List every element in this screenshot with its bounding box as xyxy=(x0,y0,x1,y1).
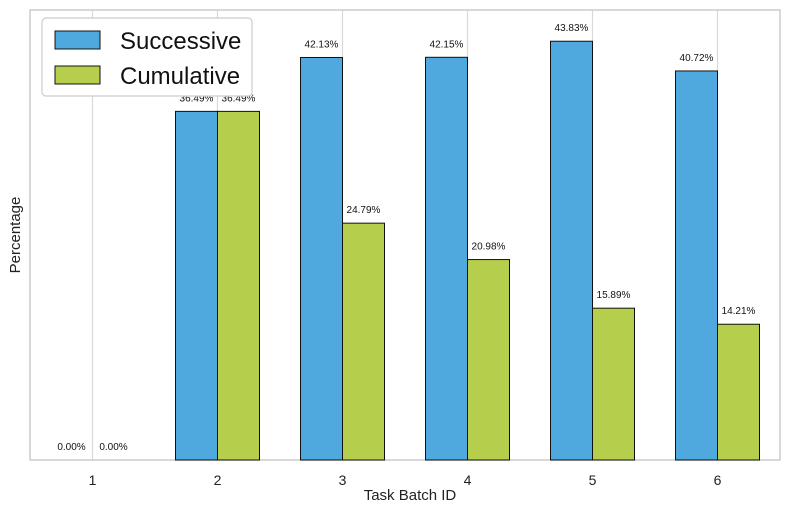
bar-cumulative-4 xyxy=(467,259,510,461)
bar-cumulative-6 xyxy=(717,323,760,461)
data-label-successive-5: 43.83% xyxy=(555,23,589,34)
data-label-cumulative-2: 36.49% xyxy=(222,93,256,104)
data-label-successive-3: 42.13% xyxy=(305,39,339,50)
data-label-cumulative-5: 15.89% xyxy=(597,290,631,301)
data-label-successive-2: 36.49% xyxy=(180,93,214,104)
x-tick-label: 4 xyxy=(464,472,472,488)
data-label-successive-1: 0.00% xyxy=(57,442,85,453)
bar-cumulative-2 xyxy=(217,110,260,461)
data-label-layer: 0.00% 0.00% 36.49% 36.49% 42.13% 24.79% 42.15%… xyxy=(57,23,755,453)
bar-successive-3 xyxy=(300,56,343,461)
bar-layer xyxy=(175,40,760,461)
x-tick-label: 3 xyxy=(339,472,347,488)
bar-successive-5 xyxy=(550,40,593,461)
x-tick-label: 5 xyxy=(589,472,597,488)
legend: Successive Cumulative xyxy=(41,17,253,97)
data-label-successive-4: 42.15% xyxy=(430,39,464,50)
x-tick-label: 6 xyxy=(714,472,722,488)
x-tick-label: 1 xyxy=(89,472,97,488)
bar-successive-4 xyxy=(425,56,468,461)
legend-swatch-successive xyxy=(54,30,101,50)
legend-label-cumulative: Cumulative xyxy=(120,63,240,90)
data-label-cumulative-1: 0.00% xyxy=(99,442,127,453)
data-label-successive-6: 40.72% xyxy=(680,53,714,64)
legend-swatch-cumulative xyxy=(54,65,101,85)
bar-cumulative-5 xyxy=(592,307,635,461)
x-tick-layer: 1 2 3 4 5 6 xyxy=(89,472,722,488)
x-tick-label: 2 xyxy=(214,472,222,488)
data-label-cumulative-6: 14.21% xyxy=(722,306,756,317)
data-label-cumulative-4: 20.98% xyxy=(472,242,506,253)
x-axis-label: Task Batch ID xyxy=(364,487,457,504)
y-axis-label: Percentage xyxy=(7,197,24,274)
bar-successive-2 xyxy=(175,110,218,461)
bar-cumulative-3 xyxy=(342,222,385,461)
bar-successive-6 xyxy=(675,70,718,461)
legend-label-successive: Successive xyxy=(120,28,241,55)
plot-frame xyxy=(29,9,781,461)
data-label-cumulative-3: 24.79% xyxy=(347,205,381,216)
